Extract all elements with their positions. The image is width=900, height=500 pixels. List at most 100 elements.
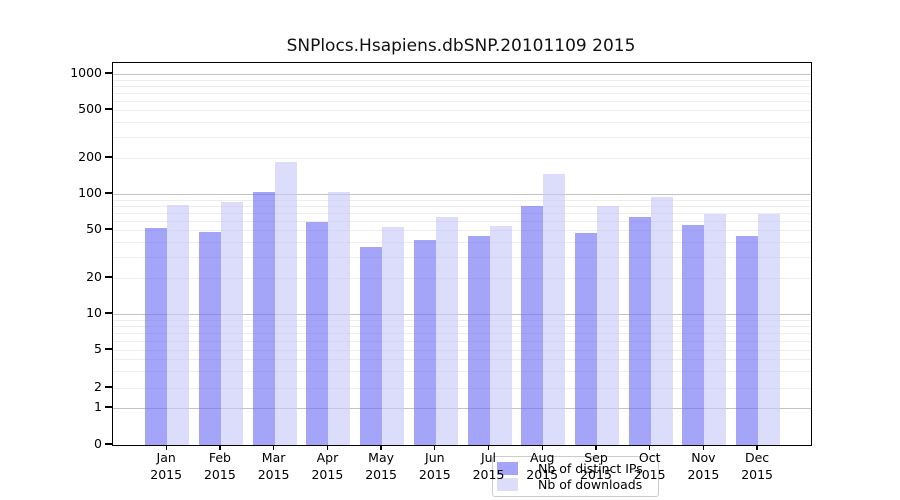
y-tick-20 <box>105 276 112 278</box>
x-tick-label-dec: Dec 2015 <box>741 450 773 482</box>
y-tick-label-1000: 1000 <box>70 65 102 80</box>
y-tick-label-0: 0 <box>94 436 102 451</box>
legend-swatch-downloads <box>497 478 518 491</box>
gridline-minor-900 <box>113 79 811 81</box>
gridline-minor-500 <box>113 110 811 111</box>
y-tick-label-100: 100 <box>78 185 102 200</box>
x-tick-label-jan: Jan 2015 <box>150 450 183 482</box>
gridline-minor-30 <box>113 256 811 258</box>
x-tick-aug <box>541 445 543 450</box>
x-tick-label-mar: Mar 2015 <box>257 450 290 482</box>
x-tick-nov <box>702 445 705 450</box>
y-tick-10 <box>105 312 112 314</box>
gridline-minor-200 <box>113 158 811 159</box>
bar-jul-distinct-ips <box>467 235 490 445</box>
gridline-minor-700 <box>113 92 811 94</box>
x-tick-may <box>380 445 382 450</box>
gridline-minor-400 <box>113 121 811 123</box>
gridline-major-1000 <box>113 74 811 75</box>
legend-label-downloads: Nb of downloads <box>538 477 643 492</box>
y-tick-label-200: 200 <box>78 149 102 164</box>
bar-mar-distinct-ips <box>252 192 275 445</box>
bar-apr-downloads <box>328 192 351 445</box>
x-tick-label-may: May 2015 <box>365 450 397 482</box>
bar-jan-distinct-ips <box>145 228 168 445</box>
x-tick-label-feb: Feb 2015 <box>203 450 236 482</box>
x-tick-oct <box>649 445 651 450</box>
y-tick-500 <box>105 108 112 110</box>
y-tick-label-50: 50 <box>86 221 102 236</box>
x-tick-jul <box>487 445 490 450</box>
gridline-minor-90 <box>113 199 811 201</box>
gridline-minor-60 <box>113 220 811 222</box>
bar-dec-downloads <box>758 214 781 445</box>
bar-nov-distinct-ips <box>682 225 705 445</box>
bar-sep-distinct-ips <box>575 233 597 445</box>
y-tick-label-1: 1 <box>94 399 102 414</box>
gridline-minor-3 <box>113 371 811 373</box>
x-tick-jan <box>165 445 167 450</box>
y-tick-label-5: 5 <box>94 341 102 356</box>
y-tick-50 <box>105 228 112 230</box>
y-tick-label-500: 500 <box>78 101 102 116</box>
bar-apr-distinct-ips <box>306 222 329 445</box>
gridline-minor-800 <box>113 85 811 87</box>
x-tick-apr <box>326 445 329 450</box>
y-tick-100 <box>105 192 112 194</box>
gridline-major-1 <box>113 408 811 409</box>
gridline-minor-8 <box>113 325 811 327</box>
x-tick-mar <box>272 445 275 450</box>
bar-jun-downloads <box>435 217 458 445</box>
gridline-minor-50 <box>113 230 811 231</box>
y-tick-label-20: 20 <box>86 269 102 284</box>
y-tick-1000 <box>105 72 112 74</box>
bar-sep-downloads <box>597 206 619 445</box>
gridline-minor-9 <box>113 319 811 321</box>
gridline-minor-20 <box>113 278 811 279</box>
y-tick-2 <box>105 386 112 388</box>
bar-jan-downloads <box>167 204 190 445</box>
gridline-minor-7 <box>113 332 811 334</box>
gridline-major-100 <box>113 194 811 195</box>
y-tick-5 <box>105 348 112 350</box>
bar-dec-distinct-ips <box>736 235 759 445</box>
bar-aug-downloads <box>543 174 566 445</box>
gridline-minor-80 <box>113 205 811 207</box>
x-tick-label-sep: Sep 2015 <box>580 450 612 482</box>
x-tick-label-apr: Apr 2015 <box>311 450 344 482</box>
chart-legend: Nb of distinct IPs Nb of downloads <box>492 456 659 497</box>
x-tick-label-aug: Aug 2015 <box>526 450 559 482</box>
x-tick-feb <box>219 445 221 450</box>
legend-row-downloads: Nb of downloads <box>497 477 652 492</box>
y-tick-0 <box>105 443 112 445</box>
gridline-minor-40 <box>113 241 811 243</box>
gridline-minor-70 <box>113 212 811 214</box>
legend-label-distinct-ips: Nb of distinct IPs <box>538 461 643 476</box>
bar-may-downloads <box>382 227 405 445</box>
gridline-minor-5 <box>113 350 811 351</box>
x-tick-label-nov: Nov 2015 <box>687 450 720 482</box>
legend-swatch-distinct-ips <box>497 462 518 475</box>
bar-feb-distinct-ips <box>198 232 221 445</box>
bar-feb-downloads <box>220 202 243 445</box>
bar-mar-downloads <box>274 162 297 445</box>
gridline-minor-300 <box>113 136 811 138</box>
x-tick-label-jun: Jun 2015 <box>418 450 451 482</box>
bar-oct-distinct-ips <box>628 217 651 445</box>
bar-may-distinct-ips <box>360 247 383 445</box>
x-tick-dec <box>756 445 758 450</box>
legend-row-distinct-ips: Nb of distinct IPs <box>497 461 652 476</box>
gridline-minor-4 <box>113 359 811 361</box>
x-tick-label-jul: Jul 2015 <box>472 450 505 482</box>
y-tick-label-2: 2 <box>94 379 102 394</box>
x-tick-sep <box>595 445 597 450</box>
y-tick-1 <box>105 406 112 408</box>
chart-title: SNPlocs.Hsapiens.dbSNP.20101109 2015 <box>286 36 636 56</box>
plot-area: Nb of distinct IPs Nb of downloads <box>112 62 812 497</box>
y-tick-200 <box>105 156 112 158</box>
bar-oct-downloads <box>650 197 673 445</box>
gridline-major-10 <box>113 314 811 315</box>
gridline-minor-2 <box>113 388 811 389</box>
bar-jul-downloads <box>489 226 512 445</box>
